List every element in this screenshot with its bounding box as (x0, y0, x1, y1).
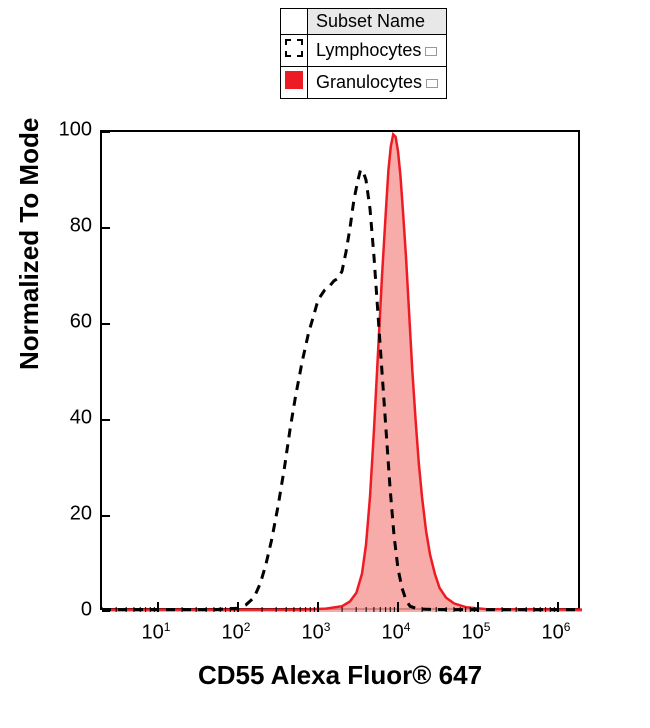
y-tick-label: 60 (52, 311, 92, 334)
x-tick-label: 105 (462, 620, 491, 645)
x-tick-label: 104 (382, 620, 411, 645)
y-tick-label: 40 (52, 407, 92, 430)
x-tick-label: 101 (142, 620, 171, 645)
legend-swatch-lymphocytes (281, 35, 308, 67)
x-tick-label: 102 (222, 620, 251, 645)
legend-label-lymphocytes: Lymphocytes (308, 35, 447, 67)
legend-label-granulocytes: Granulocytes (308, 67, 447, 99)
x-tick-label: 103 (302, 620, 331, 645)
figure-container: Subset Name Lymphocytes Granulocytes 0 20… (0, 0, 650, 728)
legend-header-name: Subset Name (308, 9, 447, 35)
rating-box-icon (426, 79, 438, 88)
legend-label-granulocytes-text: Granulocytes (316, 72, 422, 92)
legend-swatch-granulocytes (281, 67, 308, 99)
legend-header-swatch (281, 9, 308, 35)
plot-area (100, 130, 580, 610)
y-tick-label: 100 (52, 119, 92, 142)
rating-box-icon (425, 47, 437, 56)
x-axis-label: CD55 Alexa Fluor® 647 (100, 660, 580, 691)
y-tick-label: 0 (52, 599, 92, 622)
legend-label-lymphocytes-text: Lymphocytes (316, 40, 421, 60)
plot-svg (102, 132, 582, 612)
y-axis-label: Normalized To Mode (14, 118, 45, 370)
y-tick-label: 80 (52, 215, 92, 238)
legend-table: Subset Name Lymphocytes Granulocytes (280, 8, 447, 99)
x-tick-label: 106 (542, 620, 571, 645)
y-tick-label: 20 (52, 503, 92, 526)
